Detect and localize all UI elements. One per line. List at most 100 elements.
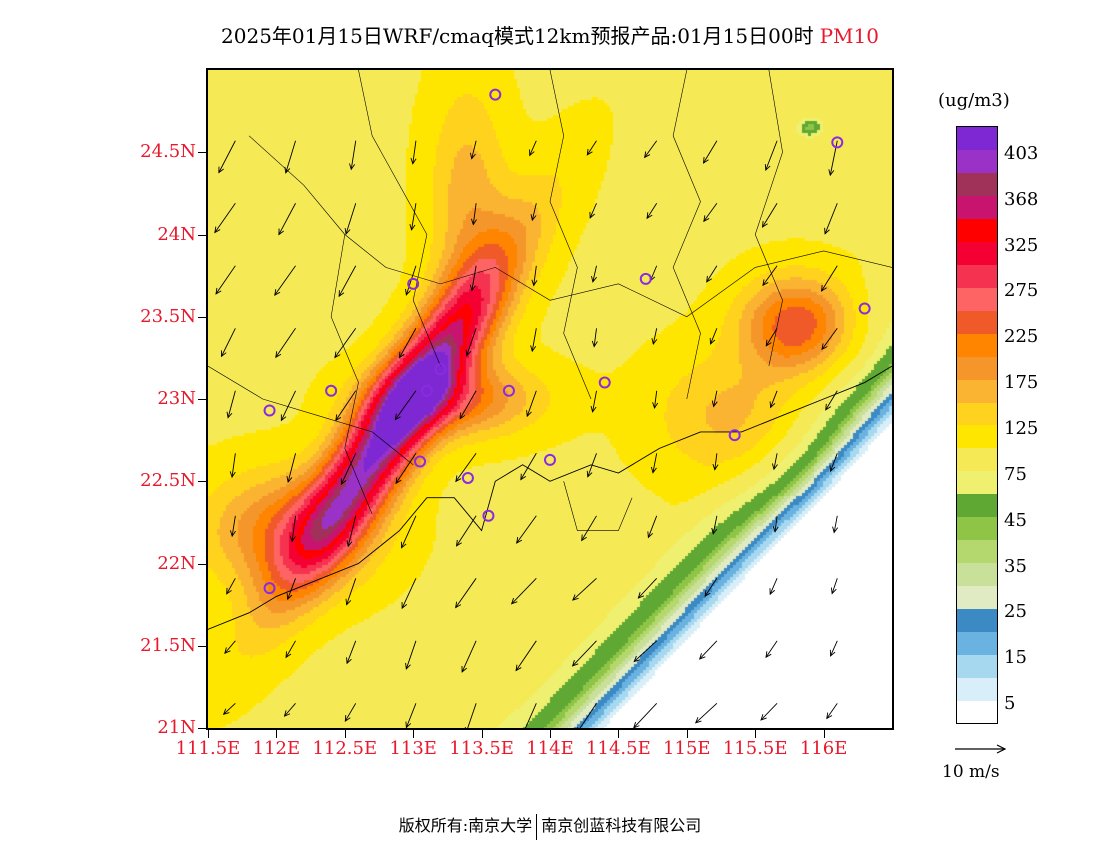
wind-vector bbox=[516, 515, 537, 544]
wind-vector bbox=[646, 203, 658, 219]
wind-vector bbox=[713, 390, 718, 407]
wind-vector-head bbox=[400, 541, 407, 549]
wind-vector bbox=[824, 203, 838, 234]
wind-vector bbox=[765, 640, 778, 658]
colorbar-level-label: 5 bbox=[1004, 693, 1016, 715]
wind-vector bbox=[644, 140, 658, 158]
wind-vector bbox=[592, 390, 597, 412]
colorbar-level-label: 175 bbox=[1004, 372, 1039, 394]
wind-vector-head bbox=[286, 593, 293, 601]
wind-vector bbox=[589, 203, 597, 219]
wind-reference-arrow bbox=[955, 744, 1007, 754]
x-tick-mark bbox=[550, 730, 551, 738]
wind-vector bbox=[405, 265, 417, 295]
wind-vector-head bbox=[289, 535, 296, 543]
wind-vector-head bbox=[826, 712, 833, 720]
y-tick-mark bbox=[198, 152, 206, 154]
wind-vector-head bbox=[516, 537, 523, 544]
wind-vector bbox=[515, 640, 537, 671]
y-tick-mark bbox=[198, 563, 206, 565]
wind-vector bbox=[826, 703, 838, 719]
y-tick-mark bbox=[198, 234, 206, 236]
wind-vector-head bbox=[286, 476, 293, 484]
colorbar-swatch bbox=[957, 402, 997, 426]
wind-vector bbox=[647, 515, 658, 538]
y-tick-mark bbox=[198, 645, 206, 647]
wind-vector bbox=[405, 703, 417, 728]
colorbar-swatch bbox=[957, 631, 997, 655]
wind-vector-head bbox=[703, 215, 710, 223]
wind-vector bbox=[345, 203, 357, 235]
copyright-footer: 版权所有:南京大学 南京创蓝科技有限公司 bbox=[0, 812, 1100, 840]
wind-vector bbox=[278, 203, 296, 235]
map-plot-area bbox=[206, 68, 894, 730]
wind-vector bbox=[572, 640, 597, 667]
species-label: PM10 bbox=[819, 24, 879, 48]
wind-vector-head bbox=[399, 351, 405, 359]
footer-right: 南京创蓝科技有限公司 bbox=[541, 816, 702, 835]
station-marker bbox=[461, 471, 474, 484]
wind-vector bbox=[285, 640, 296, 658]
wind-vector-head bbox=[283, 710, 291, 717]
wind-vector-head bbox=[469, 284, 476, 292]
wind-vector bbox=[472, 203, 477, 225]
wind-vector-head bbox=[284, 166, 291, 174]
colorbar bbox=[956, 126, 998, 724]
colorbar-level-label: 45 bbox=[1004, 509, 1027, 531]
wind-vector-head bbox=[395, 477, 402, 485]
wind-vector bbox=[760, 703, 778, 721]
x-tick-mark bbox=[413, 730, 415, 738]
wind-vector bbox=[712, 515, 718, 534]
x-tick-mark bbox=[344, 730, 346, 738]
wind-vector bbox=[335, 390, 357, 421]
colorbar-swatch bbox=[957, 654, 997, 678]
colorbar-level-label: 25 bbox=[1004, 601, 1027, 623]
wind-vector bbox=[405, 640, 417, 670]
station-marker bbox=[414, 455, 427, 468]
wind-vector-head bbox=[405, 721, 412, 728]
wind-vector bbox=[471, 140, 477, 159]
wind-vector-head bbox=[702, 156, 709, 164]
wind-vector-head bbox=[340, 478, 347, 486]
colorbar-swatch bbox=[957, 127, 997, 151]
wind-vector-head bbox=[633, 721, 640, 728]
wind-vector-head bbox=[760, 714, 767, 721]
wind-vector bbox=[592, 265, 597, 283]
station-marker bbox=[263, 582, 276, 595]
x-tick-label: 111.5E bbox=[175, 738, 241, 759]
wind-vector bbox=[520, 453, 537, 480]
wind-vector-head bbox=[526, 410, 532, 418]
pm10-heatmap bbox=[208, 70, 892, 728]
colorbar-swatch bbox=[957, 562, 997, 586]
wind-vector bbox=[226, 578, 236, 595]
wind-vector-head bbox=[711, 400, 718, 408]
wind-vector-head bbox=[637, 592, 645, 599]
wind-vector-head bbox=[345, 598, 352, 606]
x-tick-label: 114E bbox=[526, 738, 574, 759]
wind-vector bbox=[395, 453, 417, 484]
wind-vector-head bbox=[712, 463, 719, 471]
admin-boundary bbox=[754, 70, 783, 367]
wind-vector-head bbox=[226, 587, 232, 595]
wind-vector bbox=[291, 515, 296, 542]
wind-vector-head bbox=[829, 465, 836, 473]
wind-vector bbox=[287, 453, 296, 483]
wind-vector-head bbox=[711, 527, 718, 535]
colorbar-level-label: 35 bbox=[1004, 555, 1027, 577]
station-marker bbox=[858, 302, 871, 315]
colorbar-swatch bbox=[957, 493, 997, 518]
wind-vector bbox=[471, 265, 477, 291]
wind-vector bbox=[346, 640, 357, 664]
wind-vector bbox=[654, 390, 658, 409]
wind-vector bbox=[401, 515, 417, 548]
x-tick-label: 115E bbox=[663, 738, 711, 759]
y-tick-mark bbox=[198, 316, 206, 318]
wind-vector bbox=[221, 328, 236, 357]
colorbar-swatch bbox=[957, 195, 997, 220]
wind-vector bbox=[284, 703, 296, 717]
wind-vector bbox=[703, 140, 718, 164]
wind-vector bbox=[411, 203, 417, 230]
wind-vector bbox=[412, 140, 417, 164]
map-overlay bbox=[208, 70, 892, 728]
wind-vector-head bbox=[820, 284, 827, 292]
